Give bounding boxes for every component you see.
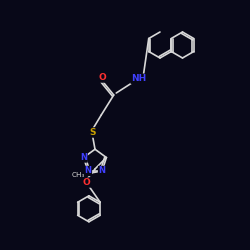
Text: N: N bbox=[98, 166, 105, 175]
Text: CH₃: CH₃ bbox=[72, 172, 85, 178]
Text: O: O bbox=[98, 73, 106, 82]
Text: N: N bbox=[84, 166, 91, 175]
Text: N: N bbox=[80, 153, 87, 162]
Text: S: S bbox=[89, 128, 96, 137]
Text: NH: NH bbox=[131, 74, 146, 83]
Text: O: O bbox=[82, 178, 90, 187]
